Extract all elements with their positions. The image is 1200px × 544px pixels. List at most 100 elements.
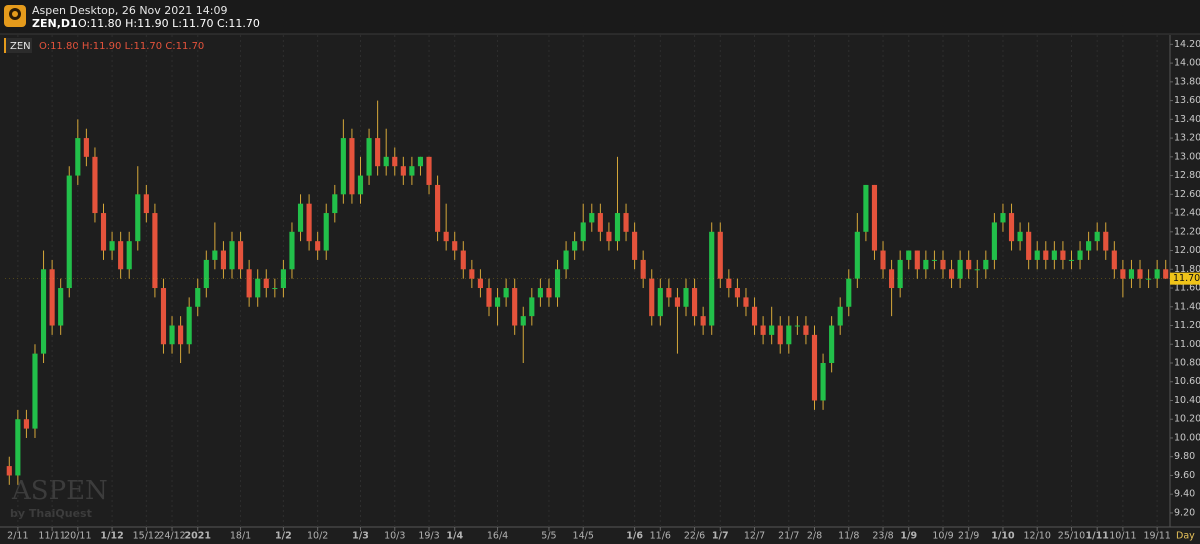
candle-body xyxy=(520,316,526,326)
x-tick-label: 10/9 xyxy=(932,531,953,542)
candle-body xyxy=(940,259,946,270)
candle-body xyxy=(880,250,886,270)
candle-body xyxy=(366,138,372,176)
candle-body xyxy=(66,175,72,289)
candle-body xyxy=(854,231,860,279)
candle-body xyxy=(554,269,561,298)
y-tick-label: 10.20 xyxy=(1174,414,1200,425)
candle-body xyxy=(15,419,21,476)
candle-body xyxy=(734,288,740,298)
candle-body xyxy=(974,269,980,271)
candle-body xyxy=(340,138,346,195)
candle-body xyxy=(323,213,329,251)
y-tick-label: 9.40 xyxy=(1174,489,1195,500)
candle-body xyxy=(811,334,818,401)
candle-body xyxy=(477,278,483,289)
candle-body xyxy=(1103,231,1109,251)
candle-body xyxy=(991,222,997,260)
candle-body xyxy=(1026,231,1032,260)
header-bar xyxy=(0,0,1200,34)
x-tick-label: 1/4 xyxy=(446,531,463,542)
candle-body xyxy=(1017,231,1023,242)
candle-body xyxy=(1000,213,1006,223)
candle-body xyxy=(75,138,81,176)
x-tick-label: 22/6 xyxy=(684,531,705,542)
candle-body xyxy=(289,231,295,270)
y-tick-label: 13.80 xyxy=(1174,76,1200,87)
candle-body xyxy=(118,241,124,270)
candle-body xyxy=(794,325,800,327)
y-tick-label: 12.00 xyxy=(1174,245,1200,256)
candle-body xyxy=(357,175,364,195)
candle-body xyxy=(863,184,869,232)
candle-body xyxy=(263,278,269,289)
candle-body xyxy=(494,297,501,307)
candle-body xyxy=(460,250,466,270)
x-tick-label: 15/12 xyxy=(133,531,160,542)
y-tick-label: 12.20 xyxy=(1174,226,1200,237)
candle-body xyxy=(957,259,963,279)
candle-body xyxy=(512,288,518,326)
y-tick-label: 12.60 xyxy=(1174,189,1200,200)
y-tick-label: 11.60 xyxy=(1174,283,1200,294)
y-tick-label: 11.20 xyxy=(1174,320,1200,331)
candle-body xyxy=(1051,250,1057,260)
candle-body xyxy=(914,250,920,270)
candle-body xyxy=(666,288,672,298)
app-icon xyxy=(4,5,26,27)
candle-body xyxy=(255,278,261,298)
y-tick-label: 10.40 xyxy=(1174,395,1200,406)
candle-body xyxy=(1094,231,1100,242)
candle-body xyxy=(135,194,141,242)
x-tick-label: 20/11 xyxy=(64,531,91,542)
candle-body xyxy=(1111,250,1117,270)
candle-body xyxy=(614,213,621,242)
x-tick-label: 2021 xyxy=(185,531,211,542)
candle-body xyxy=(1137,269,1143,279)
candle-body xyxy=(563,250,569,270)
candle-body xyxy=(203,259,209,289)
x-tick-label: 1/11 xyxy=(1086,531,1109,542)
x-tick-label: 21/9 xyxy=(958,531,979,542)
candle-body xyxy=(700,316,706,326)
candle-body xyxy=(212,250,218,260)
x-tick-label: 1/3 xyxy=(352,531,369,542)
y-tick-label: 9.80 xyxy=(1174,451,1195,462)
candle-body xyxy=(692,288,698,317)
candle-body xyxy=(871,184,878,251)
candle-body xyxy=(786,325,792,345)
y-tick-label: 11.40 xyxy=(1174,301,1200,312)
x-tick-label: 5/5 xyxy=(541,531,556,542)
x-tick-label: 23/8 xyxy=(872,531,893,542)
candle-body xyxy=(717,231,723,279)
candle-body xyxy=(1086,241,1092,251)
x-tick-label: 19/3 xyxy=(418,531,439,542)
y-tick-label: 9.60 xyxy=(1174,470,1195,481)
candle-body xyxy=(100,213,107,251)
candle-body xyxy=(1043,250,1049,260)
candle-body xyxy=(580,222,586,242)
candle-body xyxy=(169,325,175,345)
candle-body xyxy=(426,156,432,185)
candle-body xyxy=(435,184,441,232)
y-tick-label: 12.80 xyxy=(1174,170,1200,181)
x-tick-label: 12/7 xyxy=(744,531,765,542)
x-tick-label: 1/9 xyxy=(900,531,917,542)
x-tick-label: 2/8 xyxy=(807,531,822,542)
y-tick-label: 10.60 xyxy=(1174,376,1200,387)
candle-body xyxy=(280,269,286,289)
symbol-label: ZEN xyxy=(10,41,31,52)
candle-body xyxy=(769,325,775,335)
x-tick-label: 1/12 xyxy=(100,531,123,542)
candle-body xyxy=(452,241,458,251)
candle-body xyxy=(846,278,852,307)
watermark: ASPEN by ThaiQuest xyxy=(10,476,108,520)
x-tick-label: 1/6 xyxy=(626,531,643,542)
candle-body xyxy=(837,306,843,326)
candle-body xyxy=(1077,250,1083,260)
candle-body xyxy=(297,203,304,232)
watermark-by: by ThaiQuest xyxy=(10,507,92,520)
candle-body xyxy=(572,241,578,251)
candle-body xyxy=(409,166,415,176)
